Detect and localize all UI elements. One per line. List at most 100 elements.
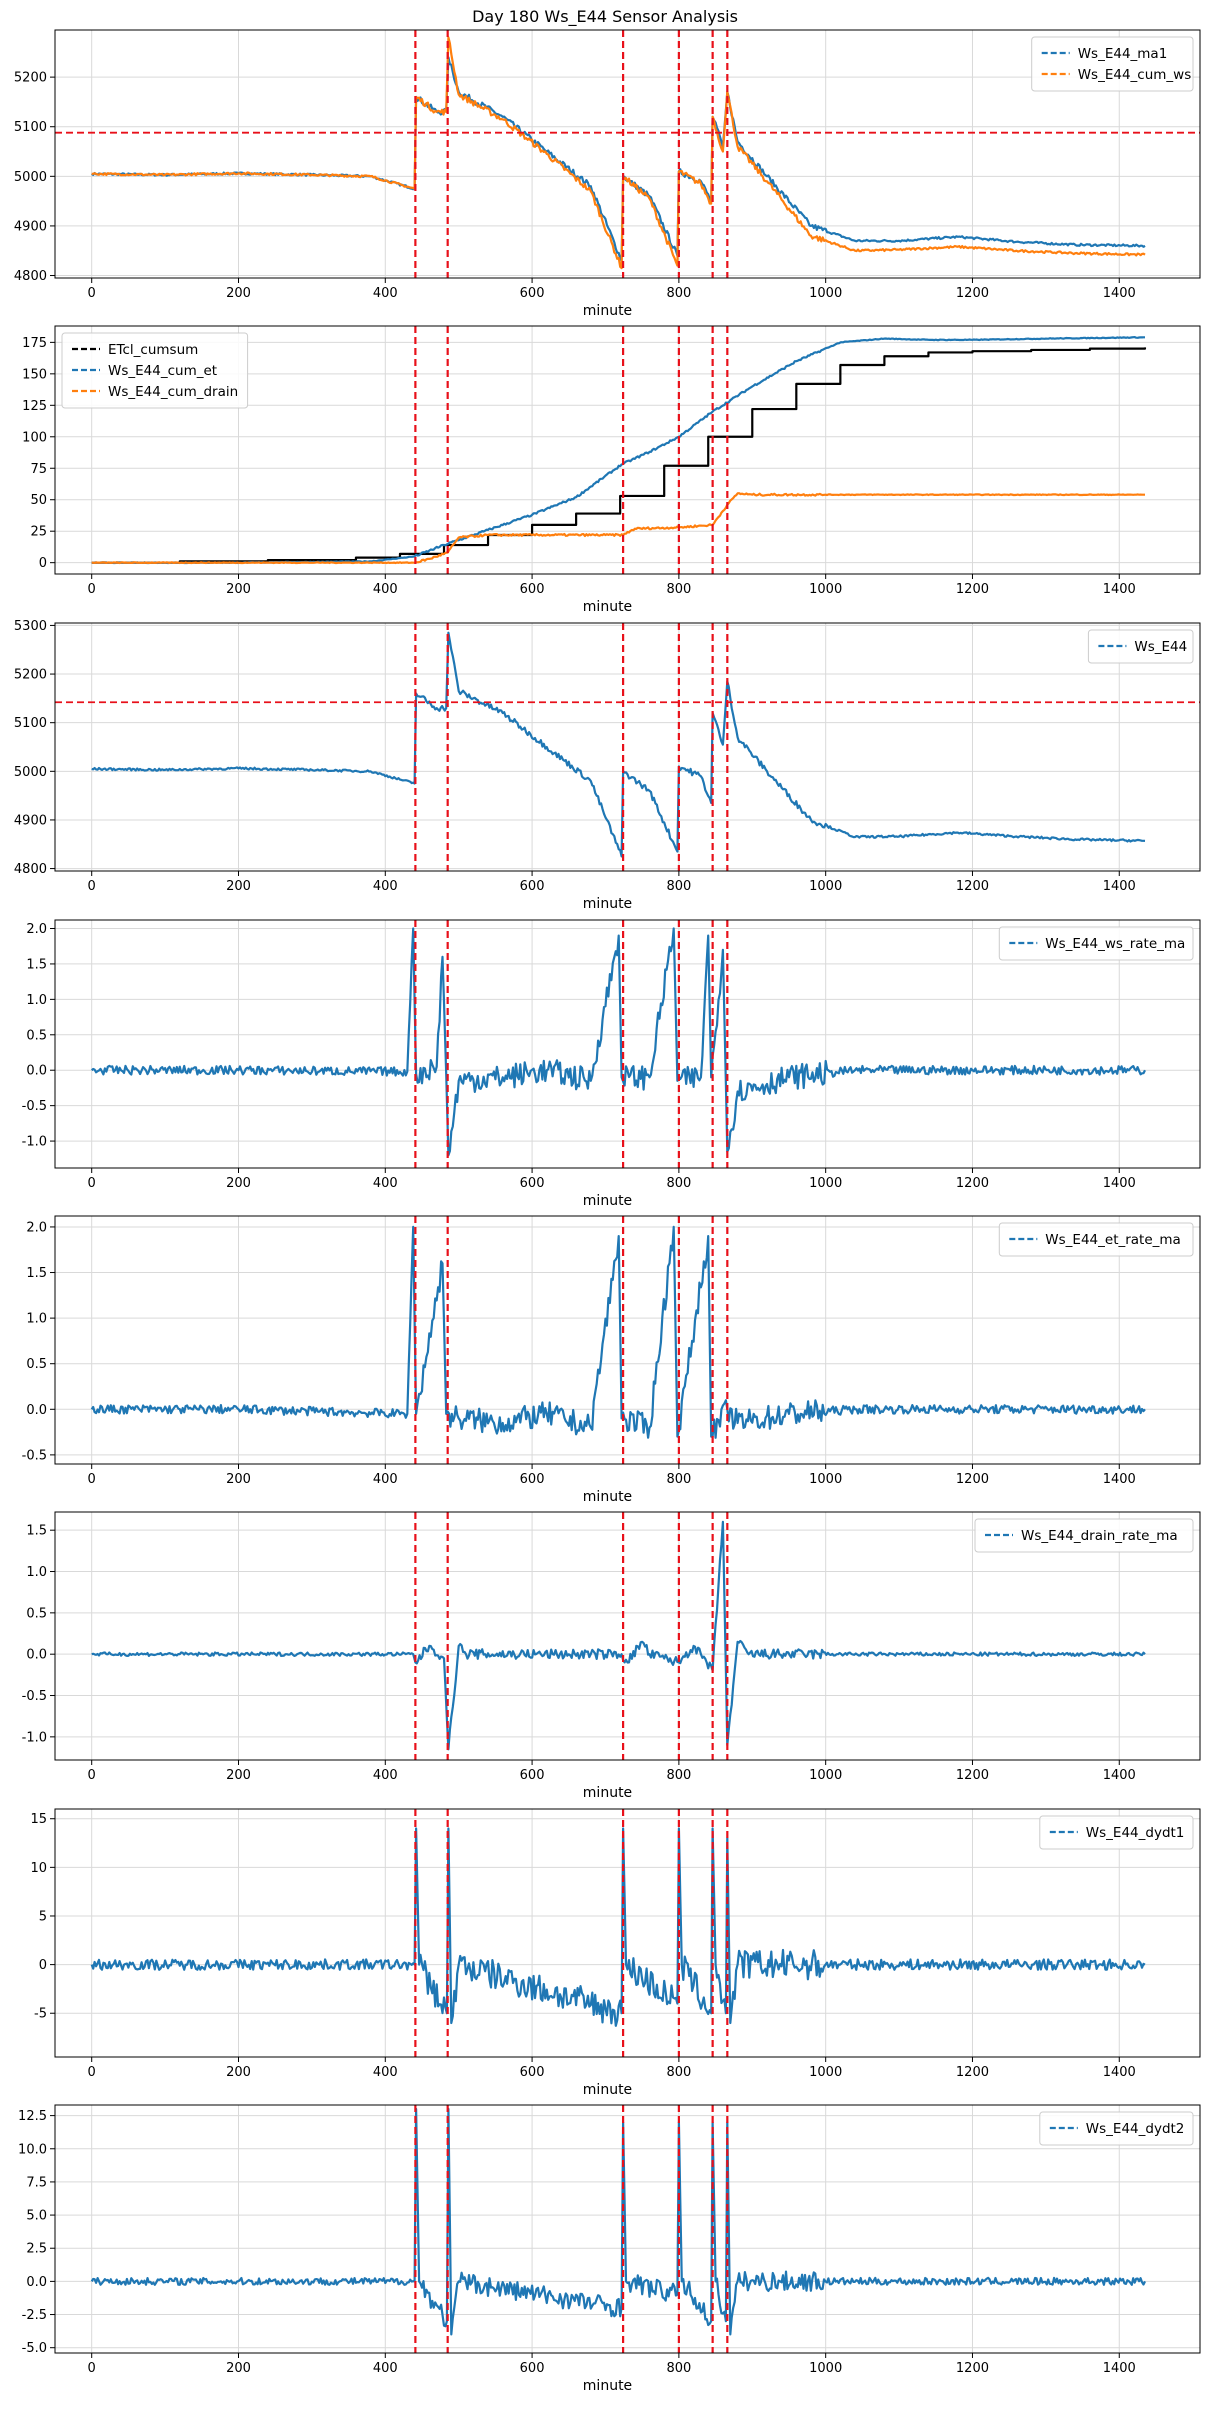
x-tick-label: 1400 bbox=[1103, 1176, 1136, 1191]
x-tick-label: 400 bbox=[373, 1472, 398, 1487]
y-tick-label: 0 bbox=[39, 1958, 47, 1973]
x-axis-label: minute bbox=[583, 303, 632, 319]
x-axis: 0 200 400 600 800 1000 1200 1400 minute bbox=[88, 2353, 1136, 2394]
legend: Ws_E44_dydt1 bbox=[1039, 1815, 1194, 1850]
y-tick-label: 150 bbox=[22, 367, 47, 382]
series-line-Ws_E44_et_rate_ma bbox=[90, 1225, 1146, 1439]
x-axis: 0 200 400 600 800 1000 1200 1400 minute bbox=[88, 278, 1136, 319]
plot-area bbox=[91, 326, 1147, 574]
y-tick-label: 5100 bbox=[14, 716, 47, 731]
y-tick-label: 175 bbox=[22, 336, 47, 351]
grid bbox=[55, 326, 1200, 574]
legend-label: Ws_E44_cum_ws bbox=[1078, 67, 1192, 83]
x-axis-label: minute bbox=[583, 1193, 632, 1209]
x-tick-label: 1400 bbox=[1103, 1768, 1136, 1783]
x-tick-label: 800 bbox=[666, 1472, 691, 1487]
x-tick-label: 800 bbox=[666, 582, 691, 597]
y-axis: -1.0 -0.5 0.0 0.5 1.0 1.5 2.0 bbox=[22, 922, 55, 1150]
y-tick-label: 0.0 bbox=[26, 1064, 47, 1079]
axes-frame bbox=[54, 325, 1201, 575]
y-tick-label: 5000 bbox=[14, 170, 47, 185]
x-tick-label: 400 bbox=[373, 1176, 398, 1191]
series-line-Ws_E44_cum_drain bbox=[91, 492, 1145, 565]
y-tick-label: 4900 bbox=[14, 813, 47, 828]
y-tick-label: 0.5 bbox=[26, 1606, 47, 1621]
y-tick-label: -1.0 bbox=[22, 1730, 47, 1745]
x-tick-label: 1200 bbox=[956, 1472, 989, 1487]
plot-area bbox=[90, 1216, 1146, 1464]
panels: 0 200 400 600 800 1000 1200 1400minute480049005… bbox=[14, 29, 1201, 2394]
grid bbox=[55, 2105, 1200, 2353]
legend-box bbox=[1039, 1815, 1194, 1850]
series-line-Ws_E44 bbox=[91, 631, 1146, 858]
legend-label: Ws_E44_dydt1 bbox=[1086, 1825, 1185, 1841]
x-tick-label: 1200 bbox=[956, 879, 989, 894]
y-tick-label: -5 bbox=[34, 2007, 47, 2022]
x-tick-label: 0 bbox=[88, 1768, 96, 1783]
legend-box bbox=[1031, 36, 1194, 92]
x-tick-label: 800 bbox=[666, 1768, 691, 1783]
x-tick-label: 1000 bbox=[809, 2065, 842, 2080]
axes-frame bbox=[54, 2104, 1201, 2354]
x-axis-label: minute bbox=[583, 1785, 632, 1801]
y-tick-label: 1.0 bbox=[26, 1312, 47, 1327]
y-tick-label: 10.0 bbox=[18, 2142, 47, 2157]
y-tick-label: 5 bbox=[39, 1909, 47, 1924]
x-tick-label: 200 bbox=[226, 1176, 251, 1191]
x-tick-label: 1000 bbox=[809, 879, 842, 894]
x-axis-label: minute bbox=[583, 1489, 632, 1505]
legend-box bbox=[61, 332, 249, 409]
axes-frame bbox=[54, 919, 1201, 1169]
panel-2: 0 200 400 600 800 1000 1200 1400 minute 0 25 50 75 10… bbox=[22, 325, 1201, 615]
y-tick-label: 1.0 bbox=[26, 1565, 47, 1580]
x-tick-label: 1200 bbox=[956, 1176, 989, 1191]
x-tick-label: 600 bbox=[520, 582, 545, 597]
x-tick-label: 200 bbox=[226, 879, 251, 894]
x-tick-label: 400 bbox=[373, 879, 398, 894]
legend: Ws_E44_ma1 Ws_E44_cum_ws bbox=[1031, 36, 1194, 92]
legend-label: Ws_E44_dydt2 bbox=[1086, 2121, 1185, 2137]
grid bbox=[55, 623, 1200, 871]
x-tick-label: 200 bbox=[226, 2361, 251, 2376]
series-line-ETcl_cumsum bbox=[91, 347, 1147, 564]
figure-title: Day 180 Ws_E44 Sensor Analysis bbox=[472, 7, 738, 27]
series-line-Ws_E44_ws_rate_ma bbox=[91, 927, 1146, 1157]
y-tick-label: 2.0 bbox=[26, 1220, 47, 1235]
legend: Ws_E44 bbox=[1087, 629, 1194, 664]
legend-box bbox=[998, 926, 1194, 961]
x-tick-label: 800 bbox=[666, 286, 691, 301]
y-tick-label: 0 bbox=[39, 556, 47, 571]
x-tick-label: 1000 bbox=[809, 2361, 842, 2376]
y-tick-label: 100 bbox=[22, 430, 47, 445]
plot-area bbox=[90, 1809, 1146, 2057]
y-tick-label: 12.5 bbox=[18, 2109, 47, 2124]
x-tick-label: 0 bbox=[88, 582, 96, 597]
legend-label: Ws_E44_ws_rate_ma bbox=[1045, 936, 1185, 952]
x-tick-label: 1200 bbox=[956, 1768, 989, 1783]
x-tick-label: 1400 bbox=[1103, 2065, 1136, 2080]
x-axis-label: minute bbox=[583, 2082, 632, 2098]
plot-area bbox=[55, 623, 1200, 871]
y-axis: 4800 4900 5000 5100 5200 5300 bbox=[14, 619, 55, 877]
x-tick-label: 400 bbox=[373, 582, 398, 597]
legend-box bbox=[1039, 2111, 1194, 2146]
panel-4: 0 200 400 600 800 1000 1200 1400 minute -1.0 -0.5 0… bbox=[22, 919, 1201, 1209]
x-tick-label: 600 bbox=[520, 2065, 545, 2080]
panel-3: 0 200 400 600 800 1000 1200 1400 minute 4800 4900 5… bbox=[14, 619, 1201, 912]
y-tick-label: 1.0 bbox=[26, 993, 47, 1008]
legend: ETcl_cumsum Ws_E44_cum_et Ws_E44_cum_drain bbox=[61, 332, 249, 409]
plot-area bbox=[90, 2105, 1146, 2353]
series-line-Ws_E44_drain_rate_ma bbox=[91, 1520, 1146, 1751]
x-axis: 0 200 400 600 800 1000 1200 1400 minute bbox=[88, 1464, 1136, 1505]
x-tick-label: 1400 bbox=[1103, 2361, 1136, 2376]
x-axis: 0 200 400 600 800 1000 1200 1400 minute bbox=[88, 1760, 1136, 1801]
y-axis: 0 25 50 75 100 125 150 175 bbox=[22, 336, 55, 571]
legend-label: Ws_E44_cum_et bbox=[108, 363, 217, 379]
series-line-Ws_E44_dydt2 bbox=[90, 2107, 1146, 2336]
x-tick-label: 600 bbox=[520, 1176, 545, 1191]
x-tick-label: 400 bbox=[373, 2361, 398, 2376]
y-tick-label: 1.5 bbox=[26, 1266, 47, 1281]
x-tick-label: 400 bbox=[373, 286, 398, 301]
panel-8: 0 200 400 600 800 1000 1200 1400 minute -5.0 -2.5 0… bbox=[18, 2104, 1201, 2394]
plot-area bbox=[91, 920, 1146, 1168]
